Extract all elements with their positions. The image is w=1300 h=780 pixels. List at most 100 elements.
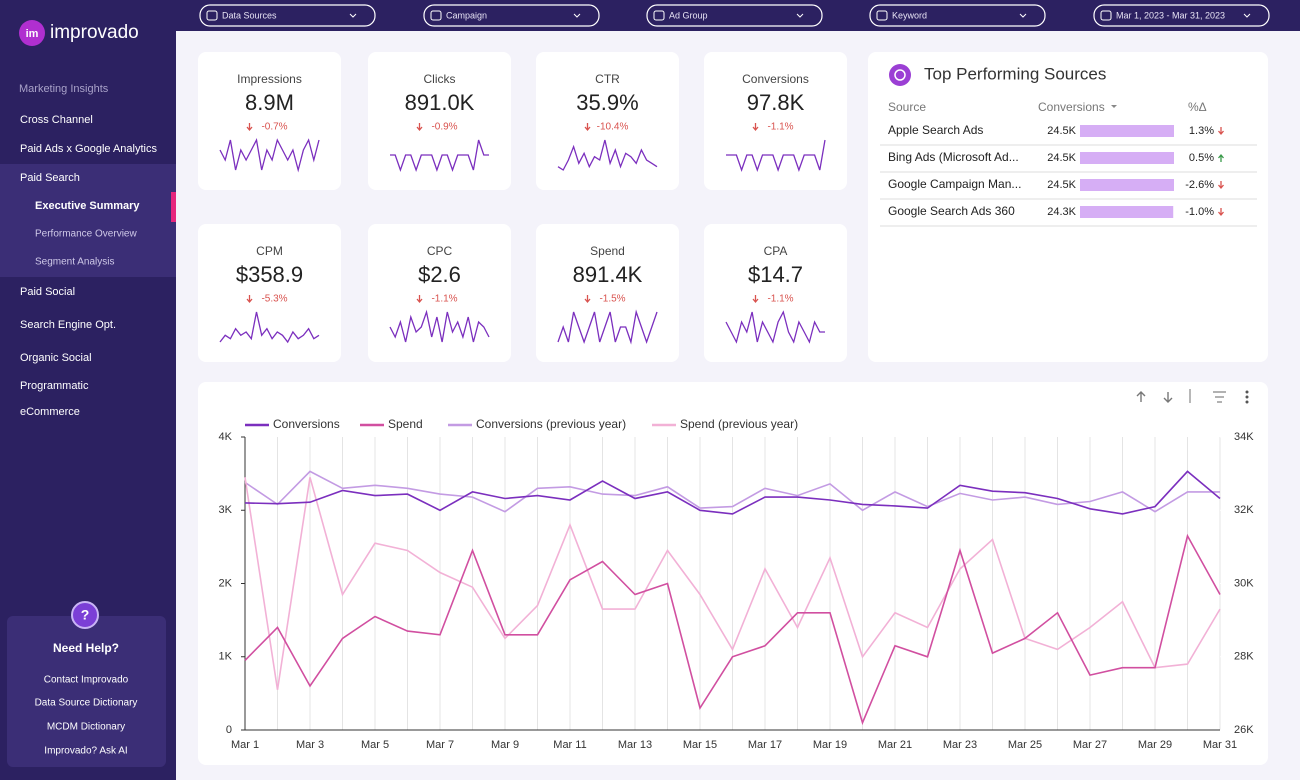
sparkline: [725, 310, 825, 344]
filter-label: Campaign: [446, 10, 487, 20]
kpi-change: -1.1%: [767, 294, 793, 305]
toolbar-icon[interactable]: [1136, 391, 1173, 403]
x-tick-label: Mar 23: [943, 739, 977, 751]
series-line: [244, 477, 1221, 690]
chevron: [573, 13, 581, 18]
nav-item: Paid Search: [20, 172, 80, 184]
y-tick-label: 4K: [219, 431, 233, 443]
filter-dropdown[interactable]: [199, 4, 376, 27]
nav-item: Paid Ads x Google Analytics: [20, 143, 157, 155]
x-tick-label: Mar 13: [618, 739, 652, 751]
kpi-card: [536, 224, 679, 362]
filter-label: Data Sources: [222, 10, 277, 20]
filter-label: Ad Group: [669, 10, 708, 20]
change: -2.6%: [1185, 179, 1214, 191]
kpi-change: -1.1%: [767, 122, 793, 133]
conversions-label: 24.3K: [1047, 206, 1076, 218]
x-tick-label: Mar 1: [231, 739, 259, 751]
kpi-card: [368, 224, 511, 362]
conversions-bar: [1080, 152, 1174, 164]
y2-tick-label: 32K: [1234, 504, 1254, 516]
down-arrow: [752, 295, 759, 304]
nav-item: Cross Channel: [20, 114, 93, 126]
sparkline: [557, 139, 658, 171]
down-arrow: [752, 123, 759, 132]
down-arrow: [246, 123, 253, 132]
kpi-card: [368, 52, 511, 190]
logo: improvado: [50, 22, 139, 43]
nav-section-bg: [0, 164, 176, 277]
filter-dropdown[interactable]: [646, 4, 823, 27]
kpi-label: CPM: [256, 244, 283, 258]
filter-dropdown[interactable]: [423, 4, 600, 27]
menu-dot[interactable]: [1245, 400, 1249, 404]
y-tick-label: 3K: [219, 504, 233, 516]
sparkline: [726, 139, 826, 172]
conversions-label: 24.5K: [1047, 152, 1076, 164]
source-name: Apple Search Ads: [888, 123, 983, 137]
x-tick-label: Mar 17: [748, 739, 782, 751]
menu-dot[interactable]: [1245, 390, 1249, 394]
down-arrow: [1218, 208, 1224, 217]
column-header: Conversions: [1038, 100, 1105, 114]
kpi-change: -1.1%: [431, 294, 457, 305]
kpi-value: $2.6: [418, 262, 461, 287]
y2-tick-label: 28K: [1234, 651, 1254, 663]
kpi-label: Clicks: [424, 72, 456, 86]
nav-sub-item: Performance Overview: [35, 229, 137, 240]
help-title: Need Help?: [53, 641, 119, 655]
help-link: MCDM Dictionary: [47, 722, 125, 733]
y2-tick-label: 30K: [1234, 577, 1254, 589]
chevron: [349, 13, 357, 18]
change: 0.5%: [1189, 152, 1214, 164]
y-tick-label: 2K: [219, 577, 233, 589]
change: -1.0%: [1185, 206, 1214, 218]
source-name: Bing Ads (Microsoft Ad...: [888, 150, 1019, 164]
column-header: %Δ: [1188, 100, 1207, 114]
sources-icon: [889, 64, 911, 86]
change: 1.3%: [1189, 125, 1214, 137]
sparkline: [219, 311, 320, 344]
x-tick-label: Mar 27: [1073, 739, 1107, 751]
conversions-bar: [1080, 179, 1174, 191]
filter-dropdown[interactable]: [1093, 4, 1270, 27]
kpi-change: -5.3%: [261, 294, 287, 305]
filter-dropdown[interactable]: [869, 4, 1046, 27]
filter-icon: [653, 10, 665, 21]
nav-heading: Marketing Insights: [19, 83, 109, 95]
kpi-change: -0.7%: [261, 122, 287, 133]
help-box: [7, 616, 166, 767]
conversions-label: 24.5K: [1047, 179, 1076, 191]
y2-tick-label: 34K: [1234, 431, 1254, 443]
toolbar-icon[interactable]: [1189, 389, 1226, 403]
chevron: [796, 13, 804, 18]
kpi-value: 97.8K: [747, 90, 805, 115]
x-tick-label: Mar 7: [426, 739, 454, 751]
filter-icon: [876, 10, 888, 21]
filter-label: Keyword: [892, 10, 927, 20]
logo-icon-text: im: [26, 28, 39, 40]
down-arrow: [584, 123, 591, 132]
kpi-label: CPA: [764, 244, 788, 258]
down-arrow: [416, 295, 423, 304]
legend-label: Spend: [388, 417, 423, 431]
series-line: [244, 470, 1220, 513]
kpi-change: -10.4%: [597, 122, 629, 133]
x-tick-label: Mar 19: [813, 739, 847, 751]
kpi-label: Impressions: [237, 72, 302, 86]
kpi-label: Conversions: [742, 72, 809, 86]
menu-dot[interactable]: [1245, 395, 1249, 399]
y2-tick-label: 26K: [1234, 724, 1254, 736]
y-tick-label: 1K: [219, 651, 233, 663]
sort-icon: [1111, 105, 1117, 108]
source-name: Google Campaign Man...: [888, 177, 1021, 191]
x-tick-label: Mar 11: [553, 739, 586, 751]
up-arrow: [1218, 153, 1224, 162]
down-arrow: [1218, 181, 1224, 190]
nav-item: Search Engine Opt.: [20, 319, 116, 331]
x-tick-label: Mar 9: [491, 739, 519, 751]
kpi-value: 8.9M: [245, 90, 294, 115]
down-arrow: [416, 123, 423, 132]
filter-icon: [1100, 10, 1112, 21]
